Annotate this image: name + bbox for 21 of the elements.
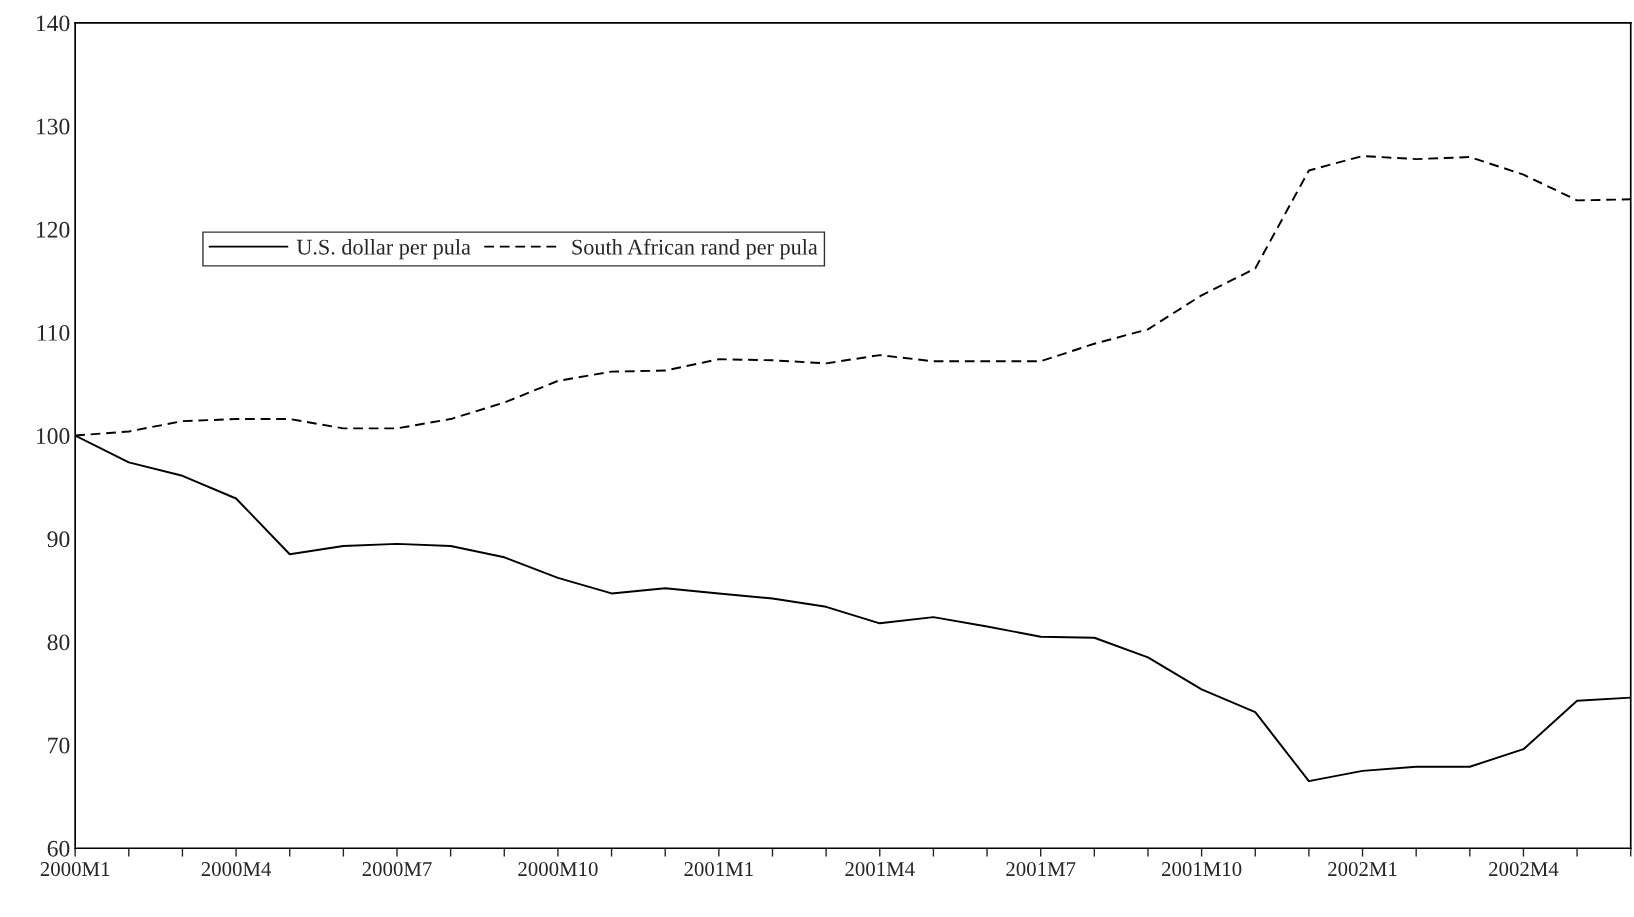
x-tick-label: 2001M7 [1006,862,1076,877]
x-tick-label: 2000M10 [518,862,598,877]
y-tick-label: 70 [48,737,70,754]
x-tick-label: 2002M4 [1489,862,1559,877]
x-tick-label: 2001M10 [1162,862,1242,877]
legend-label: U.S. dollar per pula [296,239,471,260]
y-tick-label: 120 [36,221,70,238]
y-tick-label: 60 [47,840,70,857]
y-tick-label: 90 [47,531,70,548]
x-tick-label: 2002M1 [1328,862,1397,877]
x-tick-label: 2000M4 [201,862,272,877]
x-tick-label: 2000M1 [40,862,110,877]
x-tick-label: 2001M1 [684,862,753,877]
legend-label: South African rand per pula [572,238,818,260]
y-tick-label: 80 [47,634,70,651]
y-tick-label: 140 [36,15,70,32]
x-tick-label: 2001M4 [845,862,915,877]
y-tick-label: 100 [36,428,70,444]
x-tick-label: 2000M7 [362,862,432,877]
y-tick-label: 130 [36,118,70,135]
y-tick-label: 110 [37,324,70,341]
